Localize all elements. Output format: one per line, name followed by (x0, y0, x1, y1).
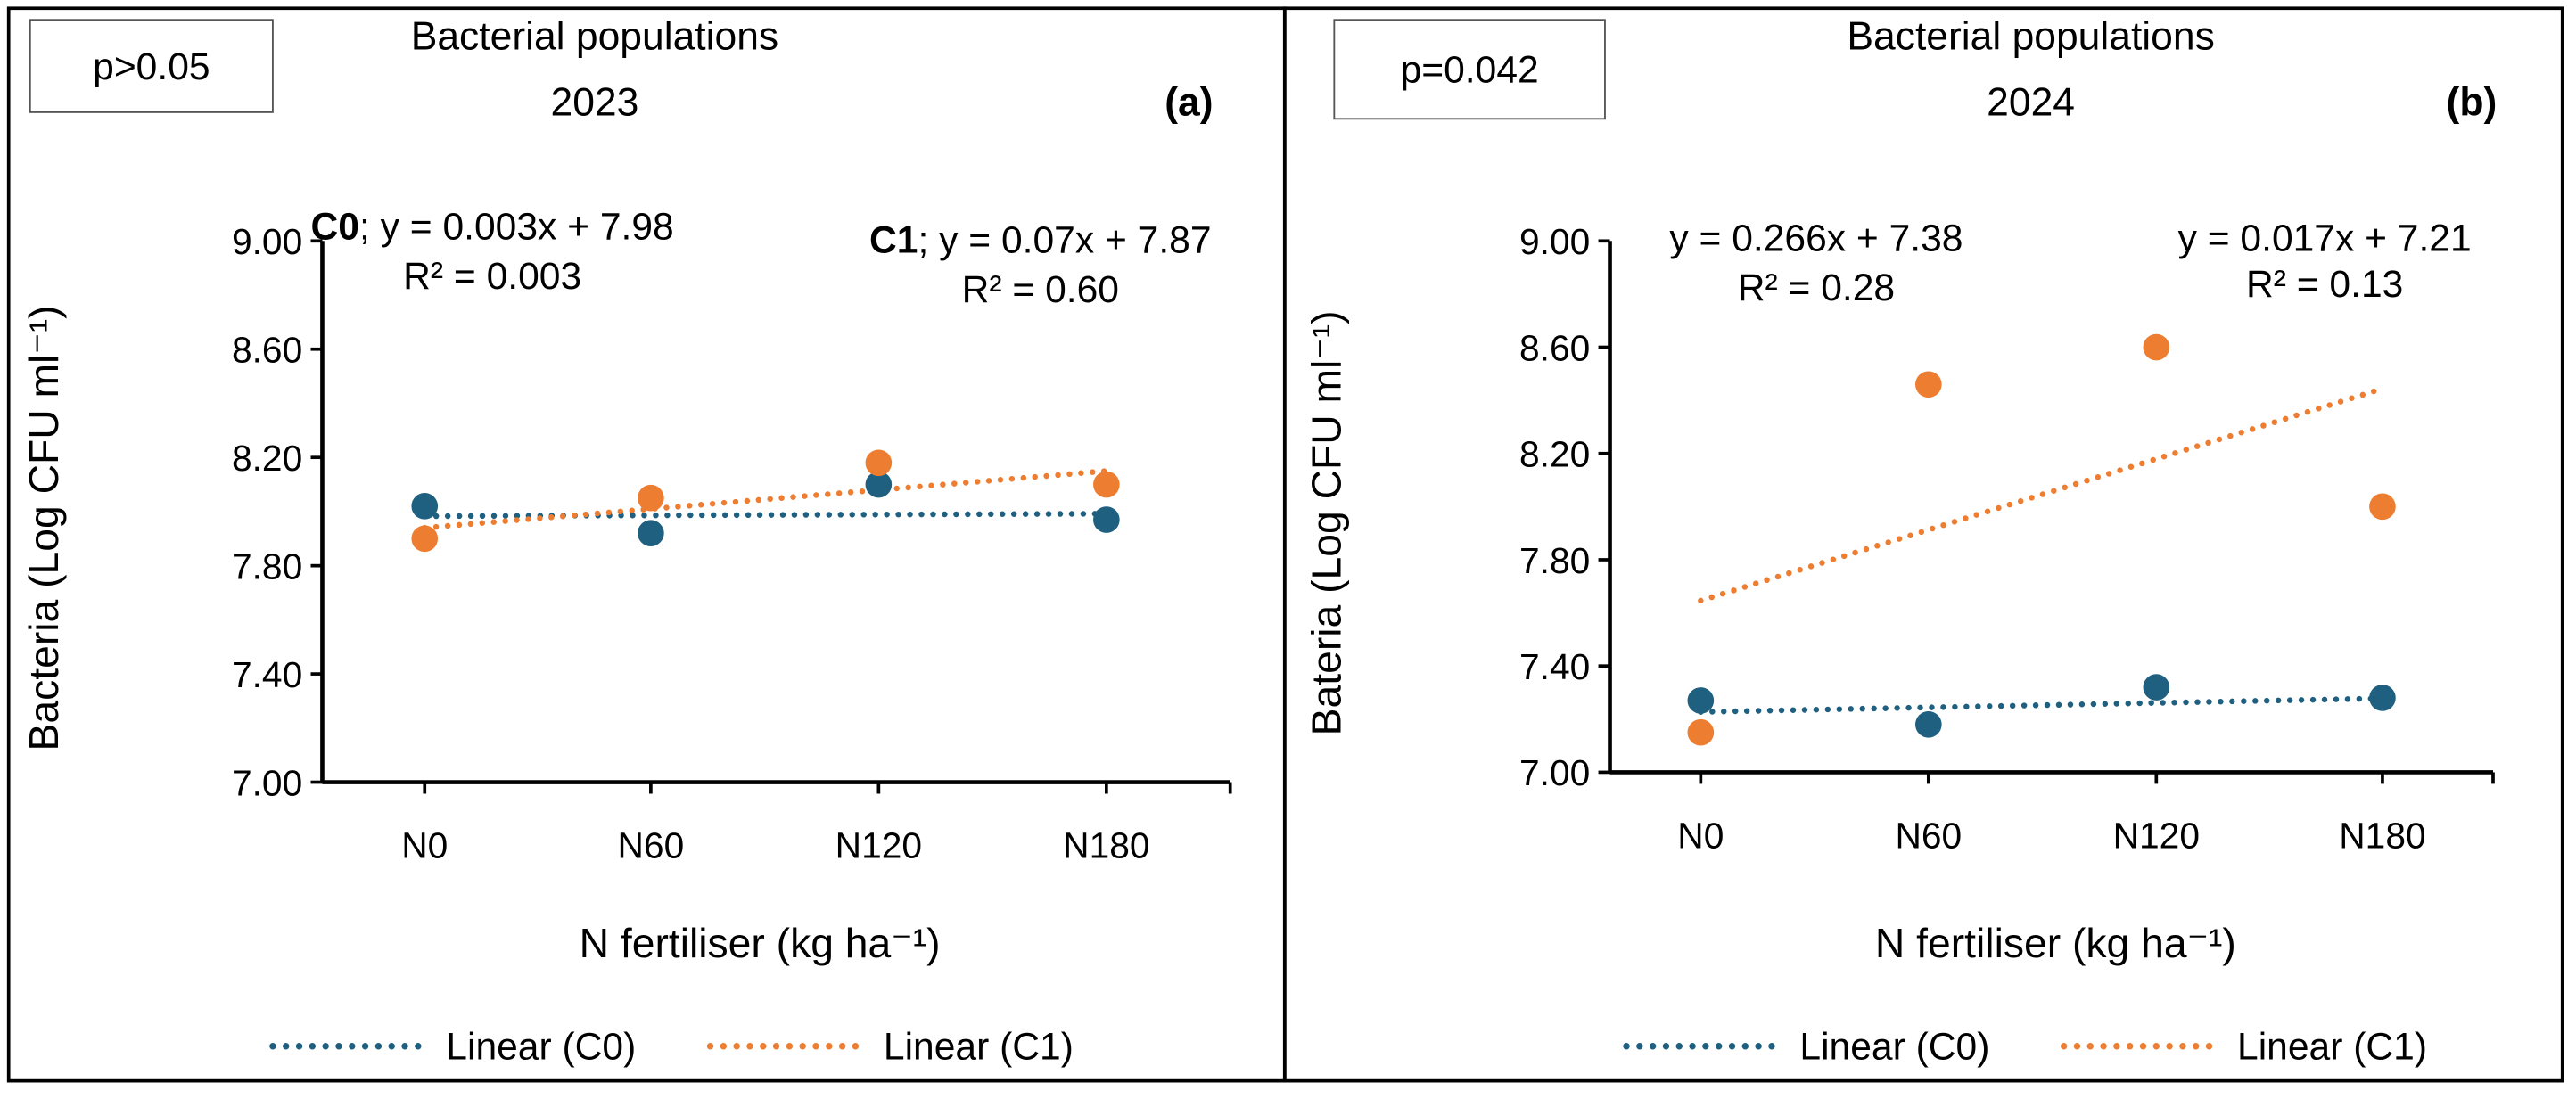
p-value-box (29, 19, 274, 113)
x-tick-label: N0 (1677, 816, 1724, 857)
panel-label: (b) (2447, 81, 2498, 125)
r-squared-c1: R² = 0.28 (1738, 267, 1895, 309)
p-value-label: p>0.05 (93, 45, 210, 88)
data-point-c1 (1687, 718, 1715, 746)
equation-text: y = 0.017x + 7.21 (2178, 217, 2472, 259)
trend-equation-c0: C0; y = 0.003x + 7.98 (311, 205, 674, 248)
equation-text: ; y = 0.07x + 7.87 (918, 218, 1212, 261)
chart-panel-a: p>0.05 Bacterial populations 2023 (a) 7.00 7.… (6, 6, 1287, 1083)
x-tick-label: N60 (1895, 816, 1962, 857)
y-tick-label: 8.20 (232, 438, 302, 479)
data-point-c1 (638, 484, 664, 512)
data-point-c0 (411, 493, 439, 520)
y-tick-label: 9.00 (1519, 221, 1590, 262)
y-tick-label: 7.40 (232, 654, 302, 695)
data-point-c1 (2143, 333, 2170, 361)
trend-equation-c1: y = 0.266x + 7.38 (1669, 217, 1963, 259)
x-tick-label: N0 (401, 825, 448, 866)
trend-equation-c1: C1; y = 0.07x + 7.87 (869, 218, 1211, 261)
legend-label: Linear (C1) (2237, 1026, 2427, 1069)
equation-text: y = 0.266x + 7.38 (1669, 217, 1963, 259)
y-tick-label: 7.80 (1519, 540, 1590, 581)
equation-text: ; y = 0.003x + 7.98 (359, 205, 674, 248)
data-point-c1 (865, 449, 893, 477)
y-tick-label: 7.00 (232, 762, 302, 803)
data-point-c0 (865, 471, 893, 498)
chart-title: Bacterial populations (1847, 15, 2214, 59)
p-value-box (1333, 19, 1606, 120)
trendline-c1 (1698, 385, 2386, 604)
x-tick-label: N120 (835, 825, 922, 866)
y-tick-label: 8.60 (232, 330, 302, 371)
x-tick-label: N120 (2113, 816, 2200, 857)
x-tick-label: N180 (2339, 816, 2425, 857)
data-point-c0 (2369, 685, 2396, 711)
equation-series-label: C1 (869, 218, 918, 261)
x-tick-label: N60 (618, 825, 685, 866)
x-axis-label: N fertiliser (kg ha⁻¹) (580, 920, 941, 966)
trendline-c0 (422, 511, 1110, 520)
chart-subtitle: 2023 (551, 81, 639, 125)
trendline-c1 (422, 468, 1110, 531)
data-point-c0 (638, 520, 664, 547)
r-squared-c0: R² = 0.13 (2246, 263, 2403, 306)
legend-label: Linear (C0) (446, 1026, 636, 1069)
chart-panel-b: p=0.042 Bacterial populations 2024 (b) 7.00 7… (1282, 6, 2564, 1083)
r-squared-c0: R² = 0.003 (403, 255, 581, 298)
data-point-c1 (1093, 471, 1120, 498)
y-tick-label: 7.40 (1519, 646, 1590, 687)
trendline-c0 (1698, 695, 2386, 716)
y-axis-label: Bateria (Log CFU ml⁻¹) (1304, 310, 1350, 735)
panel-label: (a) (1165, 81, 1213, 125)
data-point-c1 (1915, 371, 1942, 398)
trend-equation-c0: y = 0.017x + 7.21 (2178, 217, 2472, 259)
legend-label: Linear (C0) (1799, 1026, 1989, 1069)
x-tick-label: N180 (1063, 825, 1149, 866)
equation-series-label: C0 (311, 205, 359, 248)
chart-subtitle: 2024 (1987, 81, 2075, 125)
y-tick-label: 9.00 (232, 221, 302, 262)
data-point-c0 (2143, 674, 2170, 701)
data-point-c0 (1093, 506, 1120, 533)
x-axis-label: N fertiliser (kg ha⁻¹) (1875, 920, 2236, 966)
data-point-c0 (1915, 710, 1942, 738)
y-tick-label: 7.00 (1519, 752, 1590, 793)
data-point-c1 (2369, 493, 2396, 521)
data-point-c1 (411, 525, 439, 553)
legend-label: Linear (C1) (884, 1026, 1074, 1069)
p-value-label: p=0.042 (1401, 49, 1539, 92)
y-axis-label: Bacteria (Log CFU ml⁻¹) (21, 305, 67, 750)
panel-border (1282, 6, 2564, 1083)
chart-title: Bacterial populations (411, 15, 778, 59)
r-squared-c1: R² = 0.60 (962, 268, 1119, 311)
y-tick-label: 8.20 (1519, 434, 1590, 475)
y-tick-label: 7.80 (232, 545, 302, 586)
y-tick-label: 8.60 (1519, 327, 1590, 368)
data-point-c0 (1687, 687, 1715, 714)
